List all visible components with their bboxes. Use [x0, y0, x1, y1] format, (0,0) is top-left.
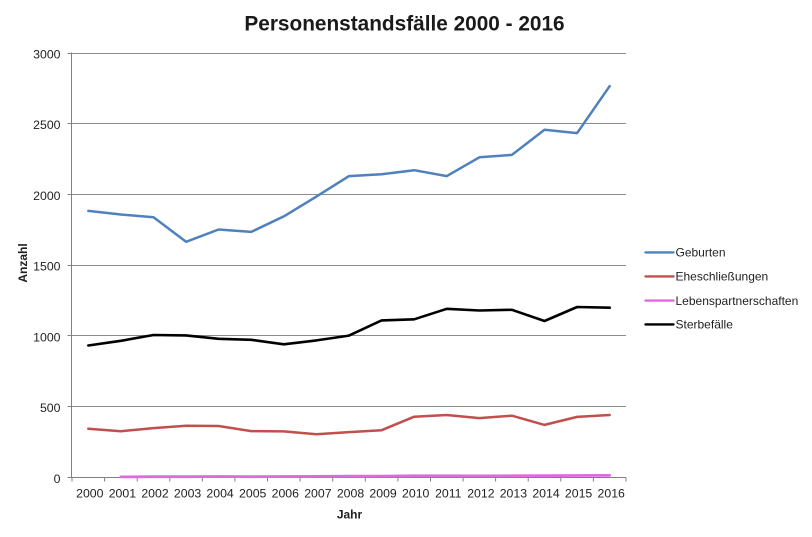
svg-text:500: 500	[40, 401, 61, 415]
svg-text:2010: 2010	[402, 487, 430, 501]
svg-text:2003: 2003	[174, 487, 202, 501]
svg-text:2013: 2013	[500, 487, 528, 501]
svg-text:2012: 2012	[467, 487, 495, 501]
svg-text:Lebenspartnerschaften: Lebenspartnerschaften	[676, 294, 799, 308]
svg-text:3000: 3000	[33, 47, 61, 61]
svg-text:2005: 2005	[239, 487, 267, 501]
svg-text:2008: 2008	[337, 487, 365, 501]
svg-text:Geburten: Geburten	[676, 246, 726, 260]
svg-text:2002: 2002	[141, 487, 169, 501]
svg-text:2000: 2000	[33, 189, 61, 203]
svg-text:2015: 2015	[565, 487, 593, 501]
svg-text:2014: 2014	[532, 487, 560, 501]
svg-text:2006: 2006	[272, 487, 300, 501]
svg-text:2500: 2500	[33, 118, 61, 132]
svg-text:1000: 1000	[33, 330, 61, 344]
svg-text:Sterbefälle: Sterbefälle	[676, 318, 734, 332]
svg-text:2000: 2000	[76, 487, 104, 501]
svg-text:1500: 1500	[33, 260, 61, 274]
svg-text:2004: 2004	[206, 487, 234, 501]
svg-text:Eheschließungen: Eheschließungen	[676, 270, 769, 284]
svg-text:Personenstandsfälle 2000 - 201: Personenstandsfälle 2000 - 2016	[244, 12, 564, 35]
svg-text:0: 0	[54, 472, 61, 486]
svg-text:2007: 2007	[304, 487, 332, 501]
svg-text:2009: 2009	[369, 487, 397, 501]
svg-text:Anzahl: Anzahl	[16, 243, 30, 282]
svg-text:2011: 2011	[435, 487, 462, 501]
svg-text:2016: 2016	[598, 487, 626, 501]
svg-text:Jahr: Jahr	[337, 508, 363, 522]
svg-text:2001: 2001	[109, 487, 137, 501]
